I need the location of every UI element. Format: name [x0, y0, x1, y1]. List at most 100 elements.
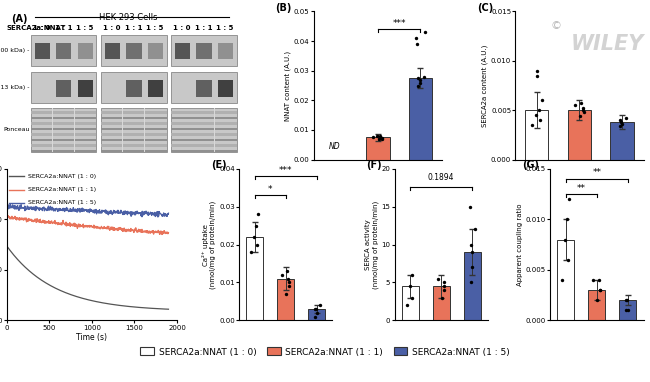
Point: [467, 264, 477, 270]
Point: [404, 283, 415, 289]
Bar: [31, 128, 96, 130]
Point: [470, 227, 480, 233]
Text: *: *: [268, 185, 272, 194]
Bar: [402, 286, 419, 320]
Bar: [74, 108, 75, 152]
Point: [315, 302, 325, 308]
Point: [374, 136, 384, 142]
Point: [467, 249, 477, 255]
Point: [433, 276, 443, 282]
Bar: [192, 108, 194, 152]
Bar: [214, 108, 215, 152]
Text: (A): (A): [11, 15, 28, 24]
Point: [616, 119, 627, 125]
Bar: [101, 117, 166, 119]
Text: **: **: [592, 168, 601, 177]
Point: [577, 105, 588, 111]
Text: 1 : 5: 1 : 5: [76, 26, 94, 31]
Point: [532, 73, 542, 79]
Bar: [57, 79, 72, 97]
Point: [412, 41, 423, 47]
Bar: [101, 111, 166, 114]
Bar: [101, 133, 166, 136]
Bar: [171, 111, 237, 114]
Point: [536, 97, 547, 104]
Bar: [101, 108, 166, 152]
Text: SERCA2a:NNAT: SERCA2a:NNAT: [6, 26, 66, 31]
Bar: [57, 42, 72, 59]
Text: (E): (E): [211, 160, 227, 170]
Point: [439, 287, 449, 293]
Y-axis label: SERCA activity
(nmol/mg of protein/min): SERCA activity (nmol/mg of protein/min): [365, 201, 378, 289]
Bar: [31, 139, 96, 141]
Point: [621, 297, 631, 303]
Text: 0.1894: 0.1894: [428, 173, 454, 183]
Point: [616, 121, 627, 127]
Bar: [171, 108, 237, 152]
Point: [283, 283, 294, 289]
Point: [564, 196, 575, 202]
Bar: [31, 35, 96, 66]
Point: [374, 133, 385, 139]
Bar: [464, 252, 481, 320]
Bar: [610, 122, 634, 160]
Bar: [101, 128, 166, 130]
Point: [465, 204, 475, 210]
Point: [592, 297, 603, 303]
Point: [413, 75, 423, 81]
Point: [311, 310, 322, 316]
Bar: [52, 108, 53, 152]
Bar: [31, 108, 96, 152]
Bar: [171, 117, 237, 119]
Point: [465, 241, 476, 248]
Bar: [101, 139, 166, 141]
Bar: [148, 42, 163, 59]
Point: [575, 113, 586, 119]
Bar: [101, 35, 166, 66]
Point: [622, 307, 632, 313]
Point: [527, 122, 538, 128]
Point: [246, 249, 257, 255]
Point: [438, 279, 448, 285]
Point: [621, 307, 631, 313]
Text: NNAT (13 kDa) -: NNAT (13 kDa) -: [0, 85, 29, 90]
Point: [614, 117, 625, 123]
Point: [614, 123, 625, 129]
Bar: [171, 72, 237, 103]
Bar: [31, 133, 96, 136]
Point: [376, 134, 386, 141]
Text: ND: ND: [330, 142, 341, 151]
Bar: [619, 300, 636, 320]
Bar: [34, 42, 50, 59]
Text: 1 : 0: 1 : 0: [174, 26, 190, 31]
Point: [465, 279, 476, 285]
Bar: [171, 133, 237, 136]
Bar: [101, 72, 166, 103]
Y-axis label: Ca²⁺ uptake
(nmol/mg of protein/min): Ca²⁺ uptake (nmol/mg of protein/min): [202, 201, 216, 289]
Bar: [171, 149, 237, 152]
Text: 1 : 0: 1 : 0: [33, 26, 51, 31]
Bar: [144, 108, 145, 152]
Text: (B): (B): [275, 3, 292, 13]
Text: (G): (G): [522, 160, 539, 170]
Bar: [171, 139, 237, 141]
Bar: [171, 35, 237, 66]
Y-axis label: Apparent coupling ratio: Apparent coupling ratio: [517, 203, 523, 286]
Bar: [78, 79, 93, 97]
Legend: SERCA2a:NNAT (1 : 0), SERCA2a:NNAT (1 : 1), SERCA2a:NNAT (1 : 5): SERCA2a:NNAT (1 : 0), SERCA2a:NNAT (1 : …: [137, 344, 513, 360]
Point: [594, 277, 604, 283]
Bar: [101, 149, 166, 152]
Bar: [171, 144, 237, 147]
Bar: [105, 42, 120, 59]
Point: [562, 257, 573, 263]
Bar: [246, 237, 263, 320]
Bar: [31, 111, 96, 114]
Text: ***: ***: [393, 19, 406, 28]
Text: ***: ***: [279, 166, 293, 175]
Point: [282, 268, 293, 274]
Bar: [148, 79, 163, 97]
Point: [281, 291, 292, 297]
Point: [578, 107, 589, 113]
Point: [251, 223, 261, 229]
Point: [557, 277, 567, 283]
